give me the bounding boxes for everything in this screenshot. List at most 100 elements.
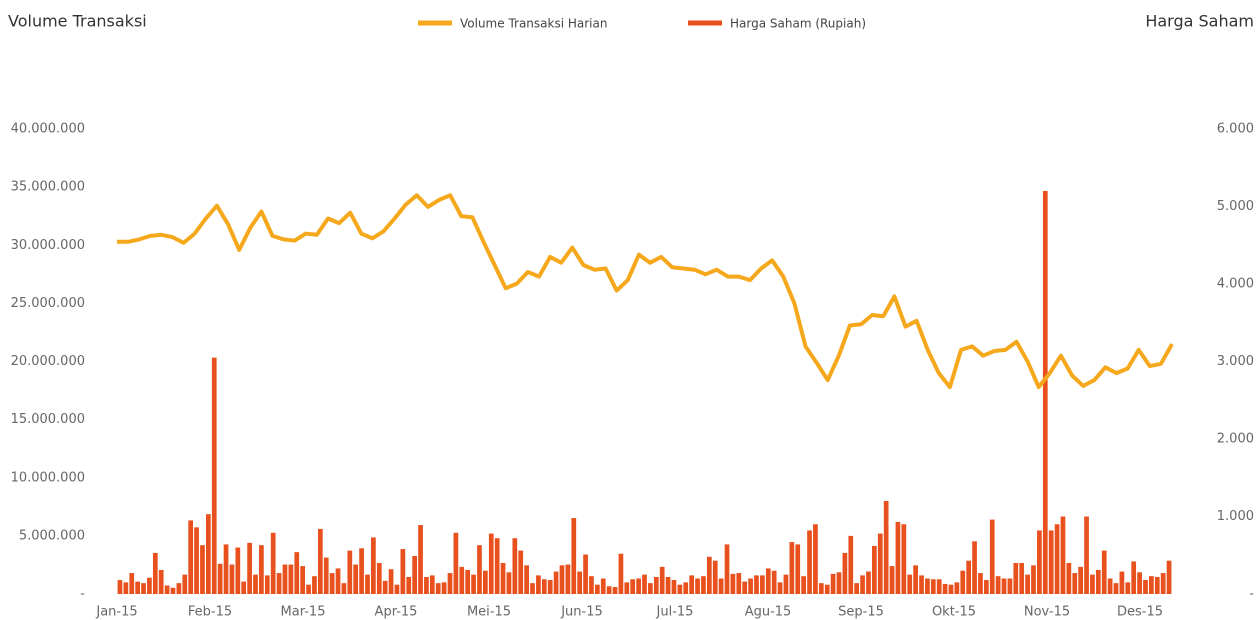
- bar: [388, 569, 394, 594]
- bar: [771, 570, 777, 594]
- bar: [288, 564, 294, 594]
- bar: [276, 573, 282, 594]
- legend-label: Volume Transaksi Harian: [460, 17, 607, 31]
- bar: [948, 584, 954, 594]
- bar: [1149, 576, 1154, 594]
- bar: [500, 563, 506, 594]
- bar: [836, 572, 842, 594]
- bar: [765, 568, 771, 594]
- bar: [394, 584, 400, 594]
- bar: [995, 576, 1001, 594]
- bar: [376, 563, 382, 594]
- bar: [824, 584, 830, 594]
- bar: [683, 582, 689, 594]
- bar: [477, 545, 482, 594]
- bar: [382, 580, 388, 594]
- bar: [807, 530, 812, 594]
- x-tick-label: Okt-15: [932, 605, 976, 620]
- bar: [813, 524, 818, 594]
- bar: [978, 573, 983, 594]
- bar: [1025, 574, 1030, 594]
- bar: [294, 552, 300, 594]
- bar: [182, 574, 188, 594]
- bar: [954, 582, 960, 594]
- bar: [429, 575, 435, 594]
- bar: [860, 575, 865, 594]
- bar: [158, 569, 164, 594]
- bar: [594, 584, 600, 594]
- bar: [612, 587, 618, 594]
- bar: [695, 578, 700, 594]
- bar: [783, 574, 789, 594]
- x-tick-label: Sep-15: [838, 605, 884, 620]
- bar: [353, 564, 359, 594]
- bar: [541, 579, 547, 594]
- bar: [211, 357, 217, 594]
- bar: [371, 537, 376, 594]
- bar: [247, 542, 252, 594]
- bar: [465, 569, 471, 594]
- bar: [960, 570, 966, 594]
- x-tick-label: Apr-15: [375, 605, 418, 620]
- bar: [942, 583, 948, 594]
- bar: [323, 557, 329, 594]
- bar: [577, 571, 583, 594]
- bar: [1042, 191, 1048, 594]
- bar: [618, 553, 624, 594]
- y-axis-title: Volume Transaksi: [8, 12, 147, 31]
- y-tick-label: -: [80, 587, 85, 602]
- bar: [300, 566, 306, 594]
- bar: [1166, 560, 1172, 594]
- bar: [406, 576, 412, 594]
- bar: [972, 541, 977, 594]
- x-tick-label: Jan-15: [95, 605, 137, 620]
- bar: [264, 575, 270, 594]
- bar: [170, 587, 176, 594]
- bar: [483, 570, 488, 594]
- y-tick-label: 35.000.000: [11, 180, 85, 195]
- bar: [712, 560, 718, 594]
- line: [117, 193, 1174, 390]
- bar: [453, 532, 459, 594]
- bar: [671, 580, 677, 594]
- bar: [730, 573, 736, 594]
- y2-axis-title: Harga Saham: [1145, 12, 1254, 31]
- bar: [866, 571, 871, 594]
- bar: [1107, 578, 1113, 594]
- bar: [1037, 530, 1042, 594]
- bar: [135, 581, 140, 594]
- y-tick-label: 10.000.000: [11, 470, 85, 485]
- bar: [1125, 582, 1131, 594]
- bar: [164, 585, 170, 594]
- bar: [701, 576, 706, 594]
- bar: [1019, 563, 1025, 594]
- bar: [341, 583, 347, 594]
- y2-tick-label: -: [1249, 587, 1254, 602]
- bar: [241, 581, 247, 594]
- bar: [983, 580, 989, 594]
- bar: [141, 583, 146, 594]
- y2-tick-label: 1.000: [1217, 509, 1254, 524]
- bar: [205, 514, 211, 594]
- bar: [306, 584, 311, 594]
- y-tick-label: 30.000.000: [11, 238, 85, 253]
- x-tick-label: Jun-15: [560, 605, 603, 620]
- bar: [494, 538, 500, 594]
- bar: [1095, 569, 1101, 594]
- y2-tick-label: 5.000: [1217, 199, 1254, 214]
- x-tick-label: Mar-15: [281, 605, 326, 620]
- bar: [919, 575, 924, 594]
- bar: [347, 550, 353, 594]
- x-tick-label: Feb-15: [188, 605, 232, 620]
- bar: [518, 550, 524, 594]
- bar: [536, 575, 541, 594]
- bar: [777, 582, 783, 594]
- bar: [553, 571, 559, 594]
- bar: [512, 538, 518, 594]
- bar: [883, 501, 889, 594]
- y2-tick-label: 6.000: [1217, 122, 1254, 137]
- bar: [854, 583, 860, 594]
- bar: [624, 582, 630, 594]
- bar: [889, 566, 895, 594]
- bar: [147, 577, 152, 594]
